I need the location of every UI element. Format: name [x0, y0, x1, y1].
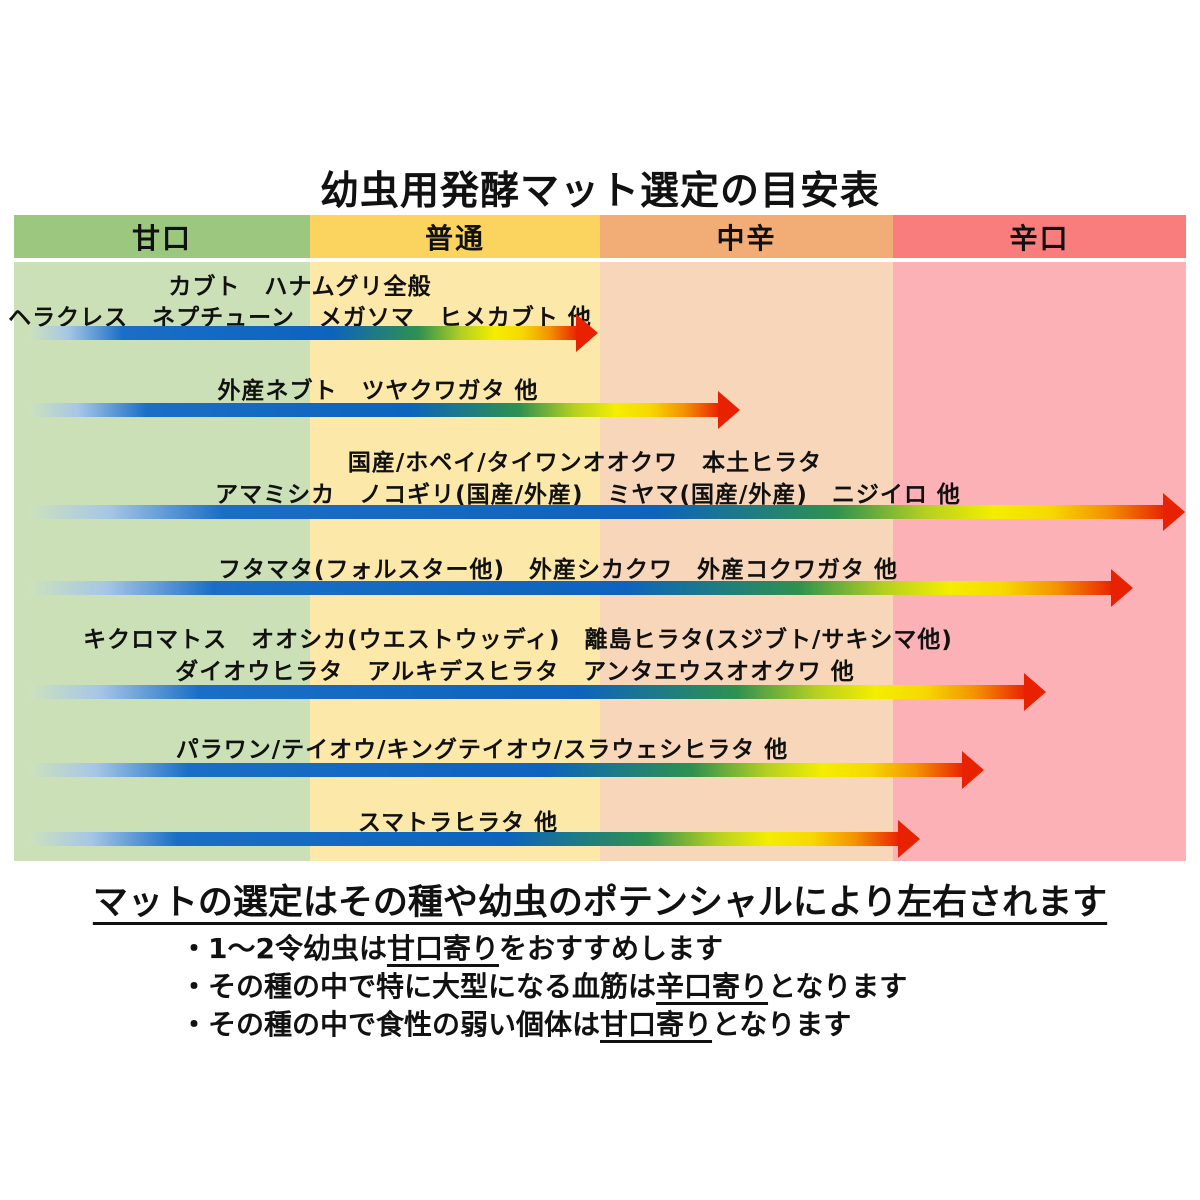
table-body: カブト ハナムグリ全般 ヘラクレス ネプチューン メガソマ ヒメカブト 他 外産… [8, 262, 1186, 861]
column-bg-futsuu [310, 262, 600, 861]
arrow-gradient-bar [30, 685, 1025, 699]
arrow-gradient-bar [30, 505, 1164, 519]
species-row-nebuto: 外産ネブト ツヤクワガタ 他 [14, 361, 1186, 433]
species-label: 外産ネブト ツヤクワガタ 他 [217, 378, 539, 404]
species-label: 国産/ホペイ/タイワンオオクワ 本土ヒラタ [347, 450, 823, 476]
species-label: スマトラヒラタ 他 [357, 810, 559, 836]
mat-selection-table: 甘口 普通 中辛 辛口 カブト ハナムグリ全般 ヘラクレス ネプチューン メガソ… [8, 215, 1186, 861]
species-row-kikuromatosu: キクロマトス オオシカ(ウエストウッディ) 離島ヒラタ(スジブト/サキシマ他) … [14, 615, 1186, 720]
table-header-row: 甘口 普通 中辛 辛口 [14, 215, 1186, 258]
species-row-ookuwa: 国産/ホペイ/タイワンオオクワ 本土ヒラタ アマミシカ ノコギリ(国産/外産) … [14, 433, 1186, 533]
arrow-gradient-bar [30, 832, 899, 846]
arrow-head-icon [576, 314, 598, 352]
range-arrow [30, 569, 1133, 607]
header-cell-amakuchi: 甘口 [14, 215, 310, 258]
species-row-futamata: フタマタ(フォルスター他) 外産シカクワ 外産コクワガタ 他 [14, 533, 1186, 615]
header-cell-chuukara: 中辛 [600, 215, 893, 258]
arrow-gradient-bar [30, 763, 963, 777]
arrow-head-icon [1024, 673, 1046, 711]
note-item: ・その種の中で食性の弱い個体は甘口寄りとなります [180, 1008, 852, 1041]
species-label: フタマタ(フォルスター他) 外産シカクワ 外産コクワガタ 他 [217, 557, 899, 583]
notes-heading: マットの選定はその種や幼虫のポテンシャルにより左右されます [0, 874, 1200, 925]
range-arrow [30, 820, 920, 858]
arrow-head-icon [898, 820, 920, 858]
species-label: キクロマトス オオシカ(ウエストウッディ) 離島ヒラタ(スジブト/サキシマ他) [83, 627, 953, 653]
arrow-head-icon [1111, 569, 1133, 607]
note-item: ・その種の中で特に大型になる血筋は辛口寄りとなります [180, 970, 908, 1003]
header-cell-karakuchi: 辛口 [893, 215, 1186, 258]
note-item: ・1～2令幼虫は甘口寄りをおすすめします [180, 932, 723, 965]
species-row-palawan: パラワン/テイオウ/キングテイオウ/スラウェシヒラタ 他 [14, 720, 1186, 792]
arrow-head-icon [1163, 493, 1185, 531]
arrow-head-icon [962, 751, 984, 789]
species-row-kabuto: カブト ハナムグリ全般 ヘラクレス ネプチューン メガソマ ヒメカブト 他 [8, 262, 1186, 361]
arrow-gradient-bar [30, 326, 577, 340]
species-label: カブト ハナムグリ全般 [168, 274, 432, 300]
range-arrow [30, 493, 1185, 531]
range-arrow [30, 314, 598, 352]
column-bg-chuukara [600, 262, 893, 861]
range-arrow [30, 751, 984, 789]
page-title: 幼虫用発酵マット選定の目安表 [319, 169, 880, 214]
notes-list: ・1～2令幼虫は甘口寄りをおすすめします ・その種の中で特に大型になる血筋は辛口… [180, 930, 907, 1044]
species-label: ダイオウヒラタ アルキデスヒラタ アンタエウスオオクワ 他 [175, 659, 855, 685]
range-arrow [30, 673, 1046, 711]
arrow-head-icon [718, 391, 740, 429]
notes-heading-text: マットの選定はその種や幼虫のポテンシャルにより左右されます [92, 883, 1108, 923]
column-bg-karakuchi [893, 262, 1186, 861]
arrow-gradient-bar [30, 403, 719, 417]
range-arrow [30, 391, 740, 429]
arrow-gradient-bar [30, 581, 1112, 595]
column-bg-amakuchi [14, 262, 310, 861]
header-cell-futsuu: 普通 [310, 215, 600, 258]
species-row-sumatra: スマトラヒラタ 他 [14, 792, 1186, 861]
species-label: アマミシカ ノコギリ(国産/外産) ミヤマ(国産/外産) ニジイロ 他 [215, 482, 961, 508]
species-label: パラワン/テイオウ/キングテイオウ/スラウェシヒラタ 他 [175, 737, 789, 763]
